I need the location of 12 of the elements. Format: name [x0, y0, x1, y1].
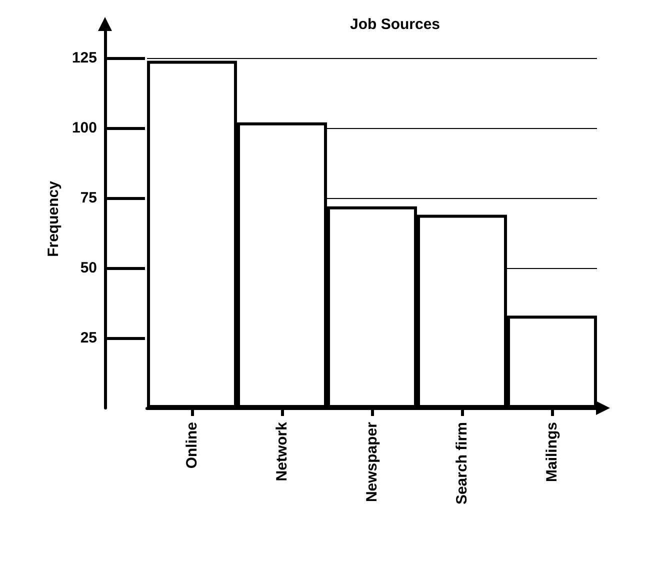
y-tick-label: 125: [72, 50, 97, 66]
x-tick-label: Newspaper: [364, 422, 380, 502]
x-tick-label: Mailings: [544, 422, 560, 482]
y-tick-label: 25: [80, 330, 97, 346]
y-tick-label: 100: [72, 120, 97, 136]
y-tick-label: 50: [80, 260, 97, 276]
x-tick-label: Online: [184, 422, 200, 469]
x-tick-label: Search firm: [454, 422, 470, 505]
y-axis-title: Frequency: [45, 180, 62, 257]
chart-title: Job Sources: [350, 16, 440, 33]
y-tick-label: 75: [80, 190, 97, 206]
x-tick-label: Network: [274, 421, 290, 482]
